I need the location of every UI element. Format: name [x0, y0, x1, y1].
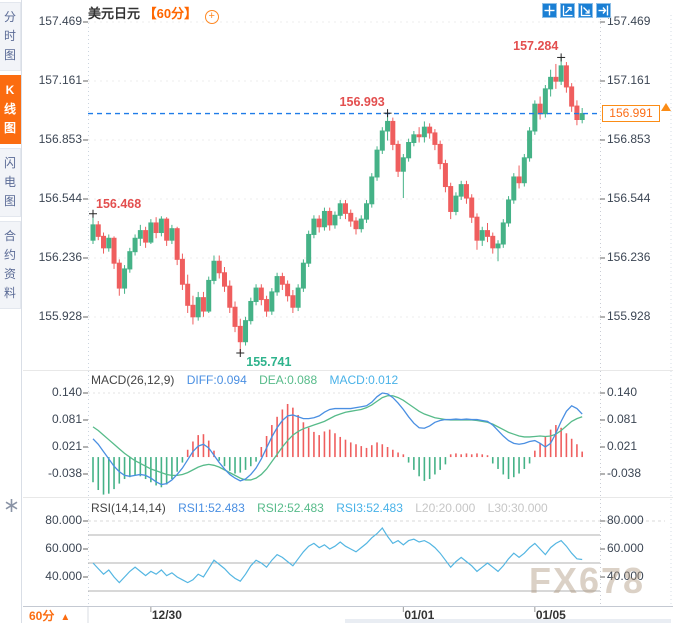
macd-axis-label-left: 0.021	[51, 439, 82, 453]
sidebar: 分时图 K线图 闪电图 合约资料	[0, 0, 22, 623]
date-axis-label: 01/05	[535, 608, 566, 622]
last-price-box: 156.991	[602, 105, 660, 122]
macd-axis-label-left: -0.038	[47, 466, 82, 480]
period-badge: 【60分】	[143, 6, 198, 21]
swing-point-label: 156.468	[96, 196, 142, 211]
bottom-scrollbar[interactable]	[345, 619, 671, 623]
macd-axis-label-right: 0.021	[607, 439, 638, 453]
sidebar-item-kline-chart[interactable]: K线图	[0, 75, 21, 144]
period-label: 60分	[29, 609, 55, 623]
rsi-axis-label-right: 40.000	[607, 569, 644, 583]
swing-point-label: 157.284	[513, 39, 559, 54]
sidebar-item-lightning-chart[interactable]: 闪电图	[0, 148, 21, 217]
rsi-axis-label-left: 40.000	[45, 569, 82, 583]
swing-point-label: 155.741	[246, 355, 292, 369]
indicator-settings-icon[interactable]	[4, 498, 19, 518]
macd-value: MACD:0.012	[329, 373, 399, 387]
rsi-axis-label-right: 60.000	[607, 541, 644, 555]
rsi-axis-label-left: 80.000	[45, 513, 82, 527]
macd-diff-value: DIFF:0.094	[186, 373, 247, 387]
date-axis-label: 01/01	[404, 608, 435, 622]
macd-title: MACD(26,12,9)	[91, 373, 175, 387]
crosshair-icon[interactable]	[542, 3, 557, 18]
price-axis-label-right: 157.161	[607, 73, 651, 87]
price-axis-label-left: 155.928	[38, 309, 82, 323]
sidebar-item-contract-info[interactable]: 合约资料	[0, 221, 21, 309]
rsi-l20-value: L20:20.000	[415, 501, 476, 515]
macd-axis-label-right: -0.038	[607, 466, 642, 480]
macd-axis-label-right: 0.081	[607, 412, 638, 426]
chart-header: 美元日元 【60分】 +	[88, 3, 219, 24]
price-axis-label-left: 157.161	[38, 73, 82, 87]
symbol-title: 美元日元	[88, 6, 141, 21]
add-circle-icon[interactable]: +	[204, 10, 219, 24]
axis-zoom-out-icon[interactable]	[578, 3, 593, 18]
price-axis-label-right: 156.853	[607, 132, 651, 146]
exit-right-icon[interactable]	[596, 3, 611, 18]
rsi-header: RSI(14,14,14) RSI1:52.483 RSI2:52.483 RS…	[91, 501, 557, 515]
rsi-l30-value: L30:30.000	[487, 501, 548, 515]
date-axis-label: 12/30	[151, 608, 182, 622]
price-axis-label-right: 157.469	[607, 14, 651, 28]
price-marker-triangle-icon	[661, 103, 671, 111]
rsi-title: RSI(14,14,14)	[91, 501, 166, 515]
price-axis-label-left: 156.236	[38, 250, 82, 264]
price-axis-label-right: 156.544	[607, 191, 651, 205]
price-axis-label-left: 157.469	[38, 14, 82, 28]
period-arrow-icon: ▲	[60, 612, 71, 623]
sidebar-item-time-chart[interactable]: 分时图	[0, 2, 21, 71]
macd-axis-label-left: 0.140	[51, 385, 82, 399]
price-axis-label-right: 156.236	[607, 250, 651, 264]
macd-axis-label-right: 0.140	[607, 385, 638, 399]
macd-axis-label-left: 0.081	[51, 412, 82, 426]
rsi3-value: RSI3:52.483	[336, 501, 403, 515]
rsi-axis-label-right: 80.000	[607, 513, 644, 527]
rsi-axis-label-left: 60.000	[45, 541, 82, 555]
chart-toolbar	[542, 3, 611, 18]
price-axis-label-left: 156.544	[38, 191, 82, 205]
price-axis-label-left: 156.853	[38, 132, 82, 146]
period-selector[interactable]: 60分 ▲	[29, 607, 70, 623]
price-axis-label-right: 155.928	[607, 309, 651, 323]
rsi1-value: RSI1:52.483	[178, 501, 245, 515]
axis-zoom-in-icon[interactable]	[560, 3, 575, 18]
macd-header: MACD(26,12,9) DIFF:0.094 DEA:0.088 MACD:…	[91, 373, 407, 387]
swing-point-label: 156.993	[339, 95, 385, 110]
rsi2-value: RSI2:52.483	[257, 501, 324, 515]
macd-dea-value: DEA:0.088	[259, 373, 318, 387]
